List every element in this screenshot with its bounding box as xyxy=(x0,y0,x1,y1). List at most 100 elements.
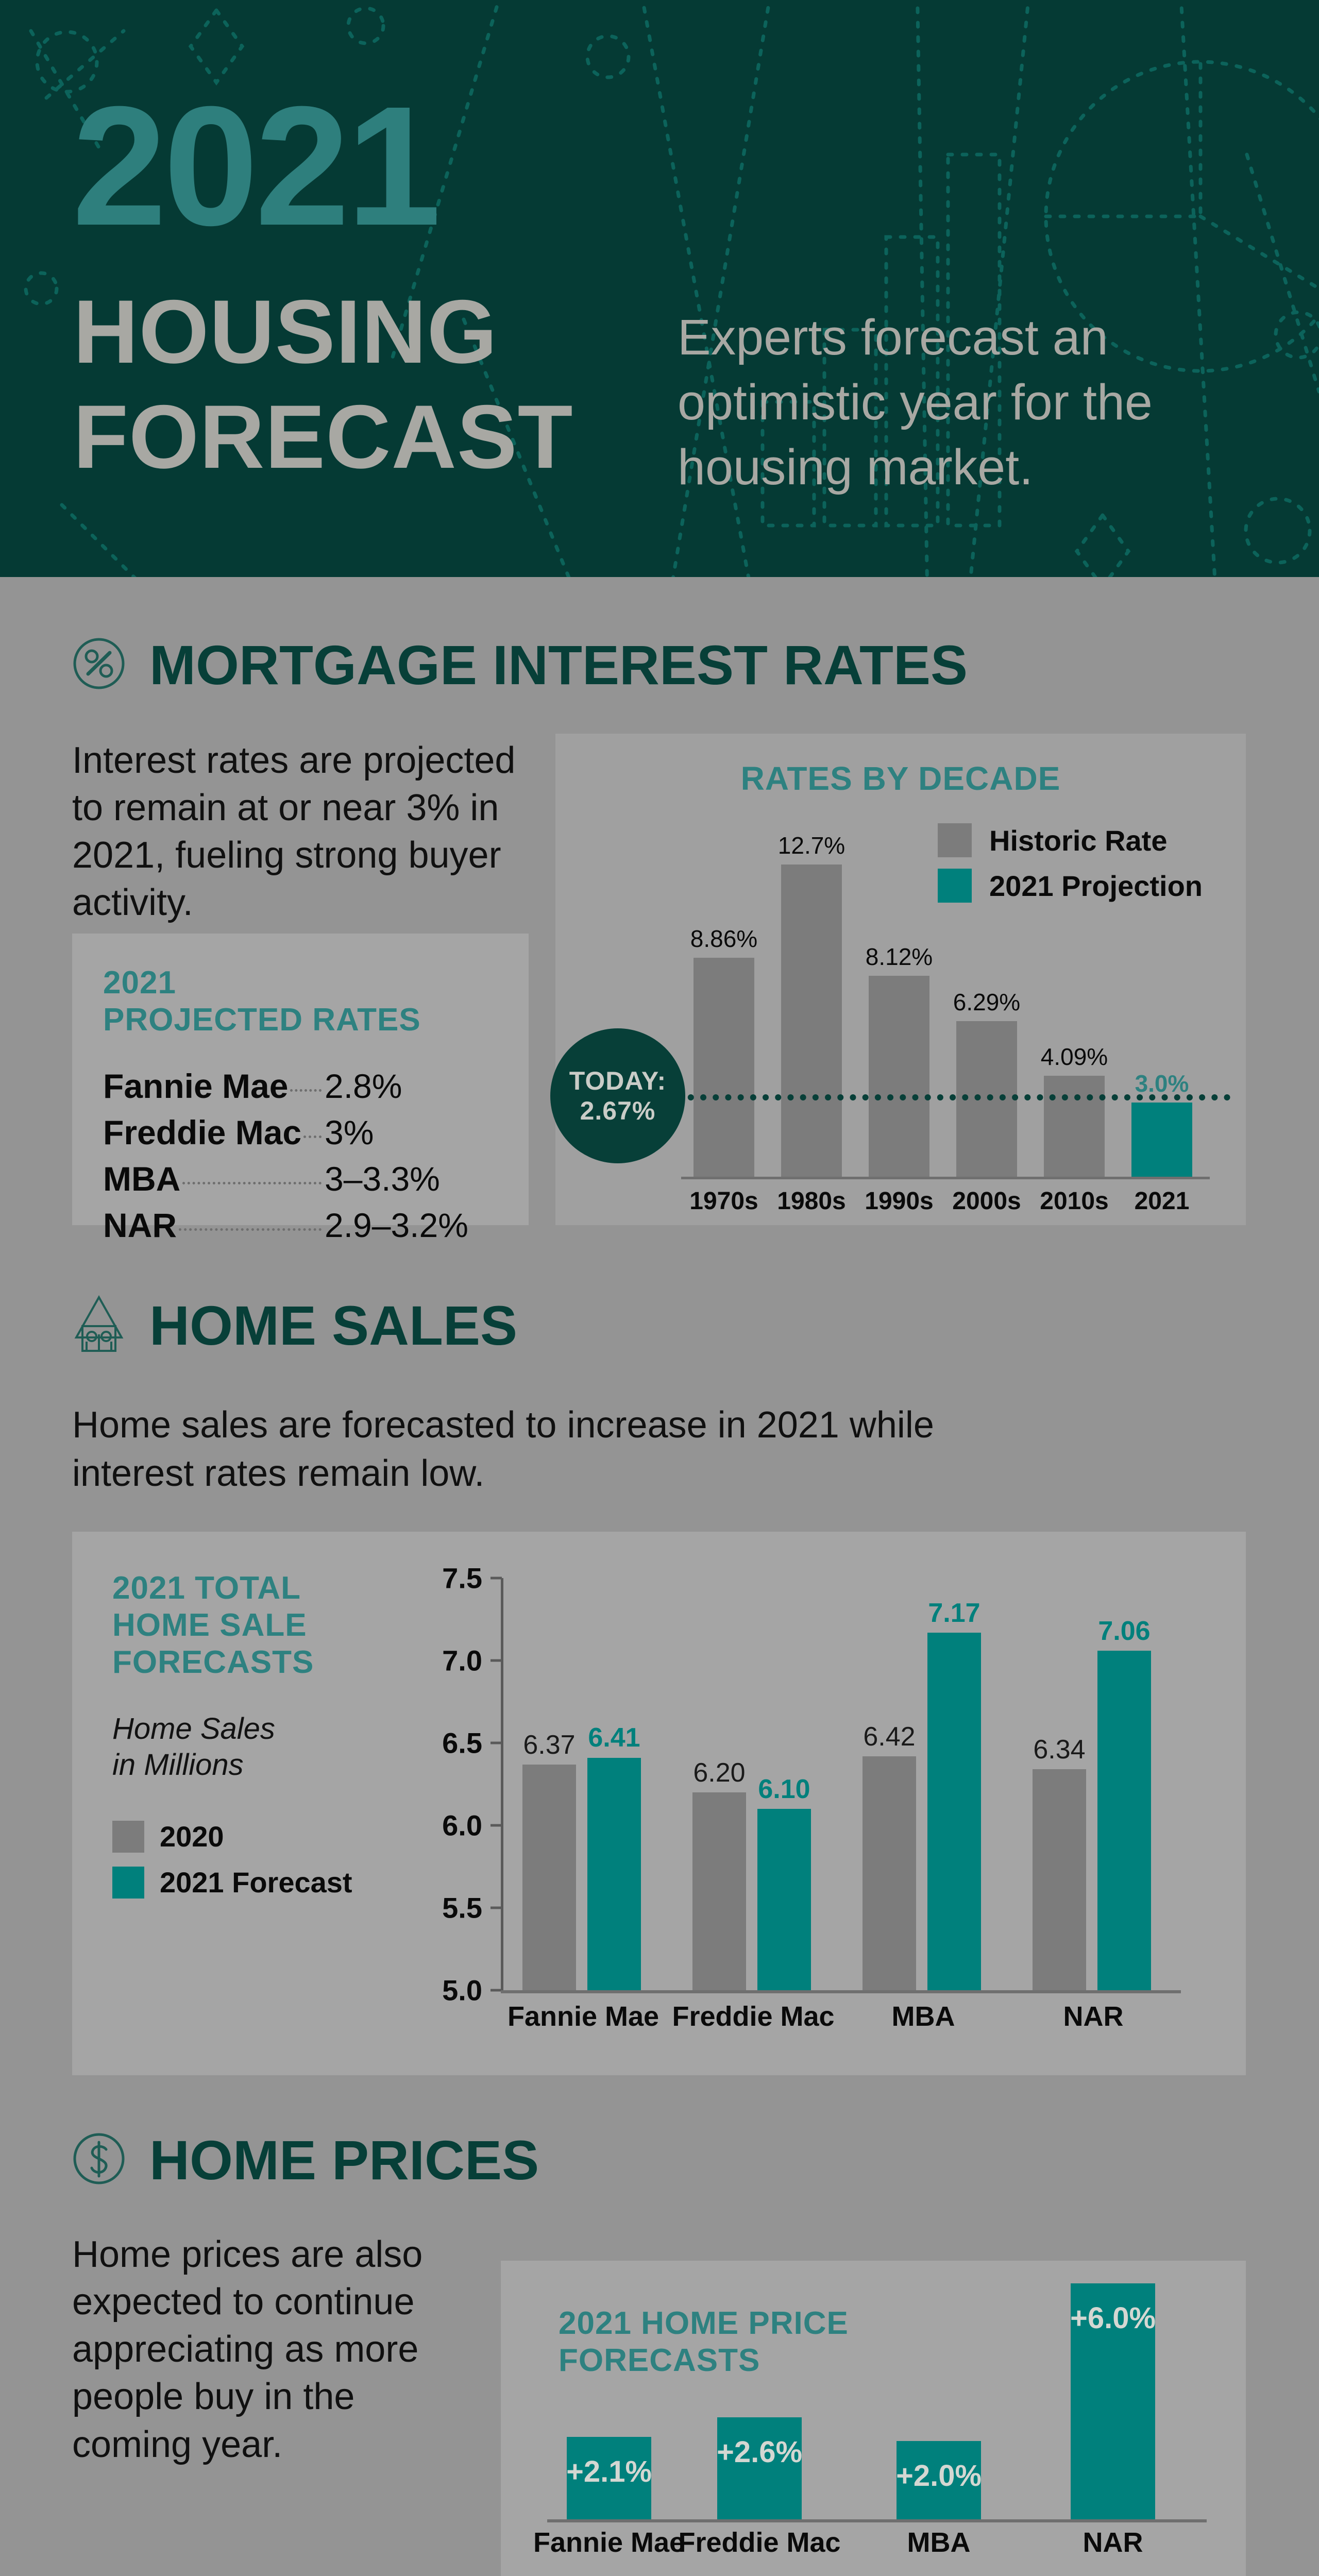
home-sales-copy: Home sales are forecasted to increase in… xyxy=(72,1404,934,1494)
bar-value-label: 6.42 xyxy=(863,1722,916,1752)
bar-value-label: 6.20 xyxy=(693,1758,746,1788)
x-tick-label: 2021 xyxy=(1134,1188,1190,1215)
y-tick-label: 5.0 xyxy=(442,1974,482,2007)
chart-y-axis: 5.0 5.5 6.0 6.5 7.0 7.5 xyxy=(433,1562,502,2007)
chart-x-tick-labels: 1970s 1980s 1990s 2000s 2010s 2021 xyxy=(681,1187,1207,1228)
chart-title: 2021 HOME PRICE FORECASTS xyxy=(559,2305,919,2379)
header-year: 2021 xyxy=(72,71,441,261)
bar xyxy=(694,958,754,1177)
bar-group: 3.0% xyxy=(1131,832,1192,1177)
today-badge-value: 2.67% xyxy=(580,1096,656,1125)
y-tick-mark xyxy=(491,1659,502,1662)
bar-value-label: 7.06 xyxy=(1098,1616,1151,1646)
mortgage-section-title: MORTGAGE INTEREST RATES xyxy=(149,634,968,696)
x-tick-label: NAR xyxy=(1063,2001,1124,2032)
y-tick-label: 6.0 xyxy=(442,1809,482,1842)
home-sales-section-title: HOME SALES xyxy=(149,1294,518,1357)
leader-dots xyxy=(303,1136,322,1138)
rate-value: 3–3.3% xyxy=(325,1160,440,1198)
bar-value-label: 6.41 xyxy=(588,1723,640,1753)
today-badge: TODAY: 2.67% xyxy=(550,1028,685,1163)
projected-rates-title-line1: 2021 xyxy=(103,965,176,1001)
legend-label: 2021 Projection xyxy=(989,869,1203,902)
x-tick-label: 2010s xyxy=(1040,1188,1109,1215)
legend-swatch-2021 xyxy=(112,1866,144,1899)
legend-item: 2021 Projection xyxy=(938,869,1203,903)
bar-value-label: 6.29% xyxy=(953,989,1021,1015)
home-prices-copy: Home prices are also expected to continu… xyxy=(72,2234,423,2465)
percent-circle-icon xyxy=(72,637,126,693)
x-tick-label: 2000s xyxy=(952,1188,1021,1215)
legend-item: Historic Rate xyxy=(938,823,1203,857)
rate-value: 2.8% xyxy=(325,1067,402,1105)
house-icon xyxy=(72,1294,126,1357)
rate-name: Fannie Mae xyxy=(103,1067,289,1105)
chart-title-line1: 2021 TOTAL xyxy=(112,1570,301,1606)
chart-title: RATES BY DECADE xyxy=(740,760,1061,797)
header-banner: 2021 HOUSING FORECAST Experts forecast a… xyxy=(0,0,1319,577)
bar xyxy=(522,1765,576,1990)
bar-value-label: 7.17 xyxy=(928,1598,980,1628)
x-tick-label: 1970s xyxy=(689,1188,758,1215)
y-tick-mark xyxy=(491,1577,502,1580)
bar-value-label: 4.09% xyxy=(1040,1043,1108,1070)
x-tick-label: MBA xyxy=(891,2001,955,2032)
bar xyxy=(927,1633,981,1990)
bar: +2.0% xyxy=(895,2441,982,2519)
bar-value-label: +2.1% xyxy=(566,2455,652,2488)
legend-label: 2020 xyxy=(160,1820,224,1853)
legend-item: 2020 xyxy=(112,1820,380,1853)
rate-name: Freddie Mac xyxy=(103,1113,302,1151)
y-tick-label: 7.5 xyxy=(442,1562,482,1595)
home-prices-section-title: HOME PRICES xyxy=(149,2129,539,2191)
mortgage-copy: Interest rates are projected to remain a… xyxy=(72,740,516,924)
x-tick-label: Fannie Mae xyxy=(507,2001,660,2032)
bar-group: 4.09% xyxy=(1040,832,1108,1177)
x-tick-label: NAR xyxy=(1083,2527,1143,2558)
dollar-circle-icon xyxy=(72,2132,126,2188)
bar-value-label: 6.37 xyxy=(523,1730,576,1760)
legend-label: 2021 Forecast xyxy=(160,1866,352,1899)
header-line2: FORECAST xyxy=(73,387,573,487)
legend-swatch-projection xyxy=(938,869,972,903)
rate-name: MBA xyxy=(103,1160,181,1198)
bar-group: 12.7% xyxy=(778,832,845,1177)
x-tick-label: Freddie Mac xyxy=(678,2527,841,2558)
bar xyxy=(869,976,929,1177)
bar-value-label: 8.12% xyxy=(865,943,933,970)
bar-group: 6.34 7.06 xyxy=(1025,1578,1164,1990)
y-tick-mark xyxy=(491,1824,502,1827)
legend-label: Historic Rate xyxy=(989,824,1168,857)
projected-rates-title: 2021 PROJECTED RATES xyxy=(103,964,421,1039)
chart-subtitle-line2: in Millions xyxy=(112,1748,244,1782)
x-tick-label: Fannie Mae xyxy=(533,2527,685,2558)
x-tick-label: 1980s xyxy=(777,1188,846,1215)
chart-title-line2: FORECASTS xyxy=(559,2342,760,2378)
y-tick-label: 6.5 xyxy=(442,1726,482,1759)
chart-x-axis-line xyxy=(501,1990,1181,1993)
bar-value-label: +2.0% xyxy=(895,2459,982,2493)
list-item: NAR 2.9–3.2% xyxy=(103,1206,495,1245)
bar: +2.6% xyxy=(717,2417,802,2519)
home-price-forecasts-chart: 2021 HOME PRICE FORECASTS +2.1% +2.6% +2… xyxy=(501,2261,1246,2576)
y-tick-mark xyxy=(491,1906,502,1909)
today-reference-line xyxy=(638,1094,1230,1100)
bar xyxy=(757,1809,811,1990)
leader-dots xyxy=(290,1089,322,1092)
list-item: Freddie Mac 3% xyxy=(103,1113,495,1152)
bar xyxy=(781,865,842,1177)
bar xyxy=(587,1758,641,1990)
chart-side-panel: 2021 TOTAL HOME SALE FORECASTS Home Sale… xyxy=(112,1570,380,1911)
today-badge-label: TODAY: xyxy=(569,1066,667,1095)
bar-group: 8.12% xyxy=(866,832,933,1177)
bar-value-label: +6.0% xyxy=(1070,2301,1156,2335)
projected-rates-title-line2: PROJECTED RATES xyxy=(103,1002,421,1038)
bar xyxy=(863,1756,916,1990)
chart-plot-area: 5.0 5.5 6.0 6.5 7.0 7.5 6.37 6.41 xyxy=(433,1562,1206,2042)
bar-group: 6.20 6.10 xyxy=(685,1578,824,1990)
bar: +6.0% xyxy=(1070,2283,1156,2519)
bar xyxy=(1097,1651,1151,1990)
rate-name: NAR xyxy=(103,1206,177,1244)
chart-subtitle: Home Sales in Millions xyxy=(112,1711,380,1784)
chart-title: 2021 TOTAL HOME SALE FORECASTS xyxy=(112,1570,380,1681)
